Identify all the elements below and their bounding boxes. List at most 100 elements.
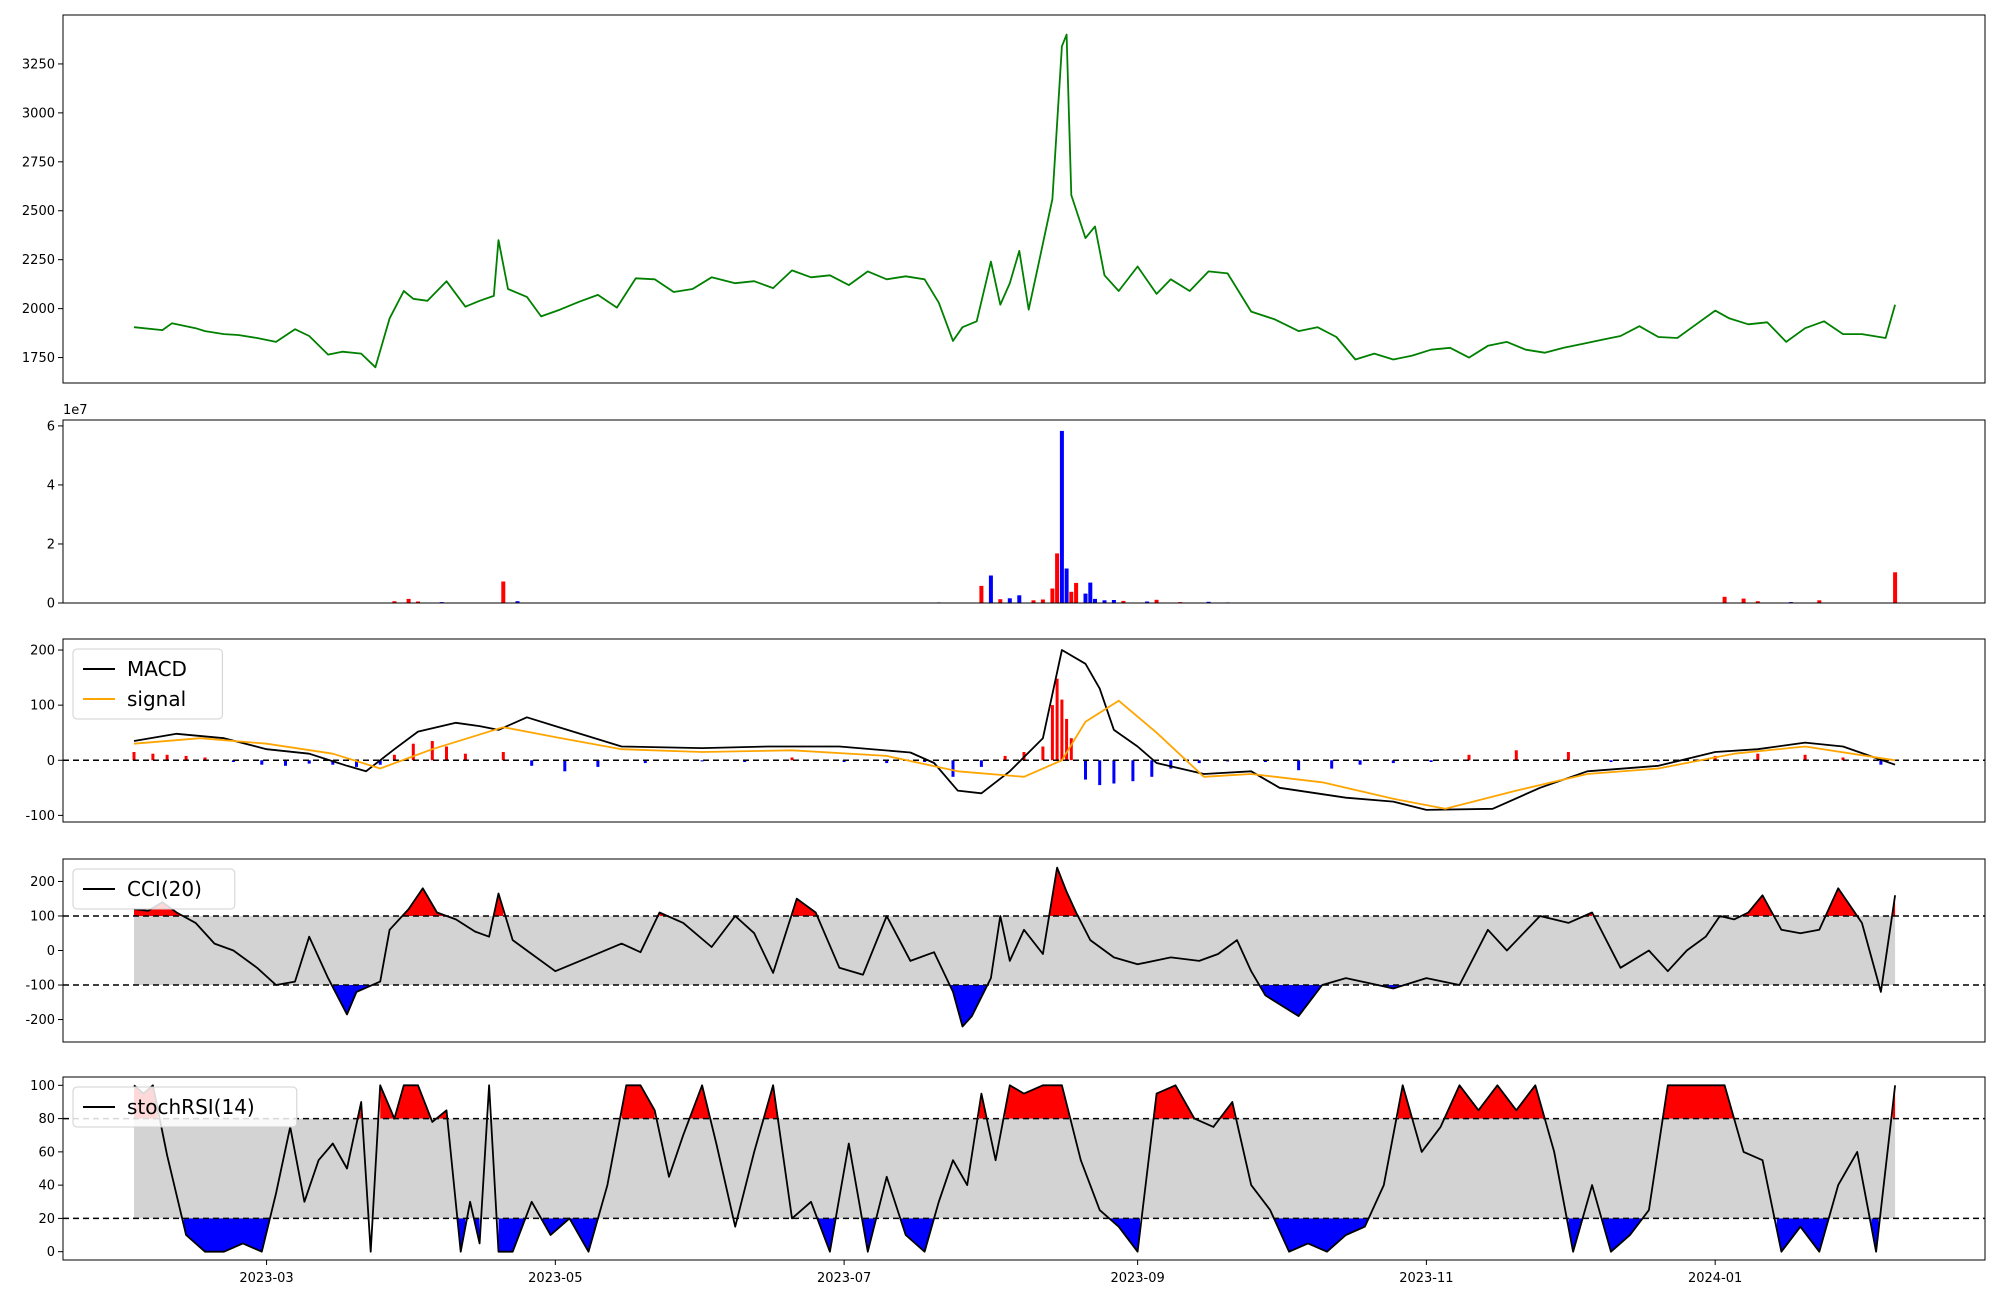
y-tick-label: 3000 — [22, 106, 55, 121]
overbought-fill — [493, 893, 504, 916]
macd-histogram-bar — [1084, 760, 1087, 780]
macd-histogram-bar — [165, 754, 169, 761]
y-tick-label: 100 — [30, 909, 55, 924]
volume-bar — [1083, 593, 1088, 603]
macd-histogram-bar — [596, 760, 600, 767]
macd-histogram-bar — [132, 752, 136, 761]
overbought-fill — [1220, 1102, 1235, 1119]
oversold-fill — [1260, 985, 1323, 1017]
macd-histogram-bar — [1169, 760, 1173, 769]
axes-frame — [62, 14, 1986, 384]
macd-histogram-bar — [331, 760, 335, 765]
oversold-fill — [332, 985, 371, 1015]
macd-histogram-bar — [231, 760, 235, 762]
macd-histogram-bar — [378, 760, 382, 765]
x-tick-label: 2023-11 — [1399, 1271, 1453, 1286]
x-tick-label: 2023-07 — [817, 1271, 871, 1286]
macd-histogram-bar — [1467, 754, 1471, 761]
macd-histogram-bar — [1566, 752, 1570, 761]
macd-histogram-bar — [1391, 760, 1395, 764]
volume-bar — [1055, 553, 1060, 603]
panel-1: 1750 2000 2250 2500 2750 3000 3250 — [22, 14, 1986, 384]
axes-frame — [62, 419, 1986, 604]
volume-bar — [1031, 600, 1036, 603]
x-tick-label: 2023-09 — [1110, 1271, 1164, 1286]
y-tick-label: -100 — [25, 979, 55, 994]
y-tick-label: 6 — [47, 419, 55, 434]
y-tick-label: -100 — [25, 809, 55, 824]
volume-bar — [515, 601, 520, 603]
macd-histogram-bar — [1841, 757, 1845, 761]
legend-label: CCI(20) — [127, 877, 202, 901]
volume-bar — [1007, 598, 1012, 603]
y-tick-label: 2500 — [22, 204, 55, 219]
volume-bar — [1102, 600, 1107, 603]
volume-bar — [979, 585, 984, 603]
overbought-fill — [380, 1085, 430, 1119]
volume-bar — [1111, 600, 1116, 603]
neutral-band — [134, 1118, 1896, 1219]
overbought-fill — [1154, 1085, 1195, 1119]
volume-bar — [1154, 599, 1159, 603]
macd-histogram-bar — [643, 760, 647, 764]
volume-bar — [1893, 572, 1898, 603]
macd-histogram-bar — [1065, 718, 1069, 761]
y-tick-label: 200 — [30, 644, 55, 659]
macd-histogram-bar — [1879, 760, 1883, 765]
macd-histogram-bar — [1197, 760, 1201, 764]
macd-histogram-bar — [530, 760, 534, 766]
macd-histogram-bar — [1609, 760, 1613, 762]
y-tick-label: 2250 — [22, 253, 55, 268]
macd-histogram-bar — [1803, 754, 1807, 761]
volume-bar — [1088, 582, 1093, 603]
price-line — [133, 33, 1896, 369]
legend-box — [72, 868, 236, 910]
panel-3: -100 0 100 200 MACD signal — [25, 638, 1986, 824]
axes-frame — [62, 1076, 1986, 1261]
stochrsi-line — [133, 1084, 1896, 1253]
y-tick-label: 1750 — [22, 351, 55, 366]
x-tick-label: 2023-03 — [239, 1271, 293, 1286]
panel-4: -200 -100 0 100 200 CCI(20) — [25, 858, 1986, 1043]
macd-histogram-bar — [1069, 738, 1073, 761]
volume-bar — [1069, 591, 1074, 603]
macd-line — [133, 649, 1896, 811]
y-tick-label: 100 — [30, 699, 55, 714]
macd-histogram-bar — [1358, 760, 1362, 765]
oversold-fill — [498, 1218, 525, 1252]
macd-histogram-bar — [284, 760, 287, 766]
signal-line — [133, 699, 1896, 810]
axes-frame — [62, 858, 1986, 1043]
legend-label: MACD — [127, 657, 187, 681]
macd-histogram-bar — [463, 753, 467, 761]
panel-5: 0 20 40 60 80 100 stochRSI(14) — [30, 1076, 1986, 1261]
y-tick-label: 2000 — [22, 302, 55, 317]
y-tick-label: 200 — [30, 875, 55, 890]
macd-histogram-bar — [1131, 760, 1135, 782]
volume-bar — [406, 598, 411, 603]
macd-histogram-bar — [151, 753, 155, 761]
legend-box — [72, 1086, 298, 1128]
y-tick-label: 0 — [47, 597, 55, 612]
macd-histogram-bar — [1330, 760, 1334, 769]
y-tick-label: 20 — [38, 1212, 55, 1227]
macd-histogram-bar — [184, 755, 188, 761]
oversold-fill — [1274, 1218, 1368, 1252]
overbought-fill — [690, 1085, 710, 1119]
oversold-fill — [1776, 1218, 1829, 1252]
volume-bar — [988, 575, 993, 603]
x-tick-label: 2024-01 — [1688, 1271, 1742, 1286]
oversold-fill — [863, 1218, 875, 1252]
macd-histogram-bar — [1060, 699, 1064, 761]
legend-label: stochRSI(14) — [127, 1095, 255, 1119]
volume-bar — [1206, 601, 1211, 603]
overbought-fill — [1050, 867, 1077, 916]
macd-histogram-bar — [743, 760, 747, 762]
macd-histogram-bar — [979, 760, 983, 767]
macd-histogram-bar — [1050, 705, 1054, 761]
oversold-fill — [950, 985, 987, 1027]
macd-histogram-bar — [307, 760, 311, 764]
macd-histogram-bar — [430, 741, 434, 761]
volume-bar — [1093, 598, 1097, 603]
macd-histogram-bar — [1150, 760, 1154, 777]
